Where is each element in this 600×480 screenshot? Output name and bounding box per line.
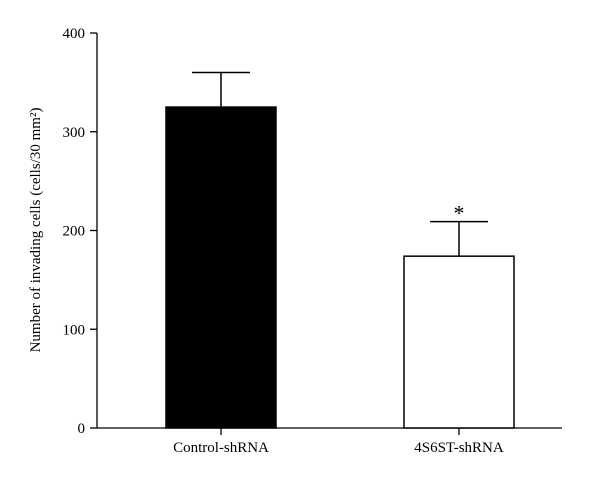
x-tick-label: Control-shRNA	[173, 440, 269, 456]
y-tick-label: 300	[63, 125, 86, 141]
y-tick-label: 200	[63, 224, 86, 240]
y-axis-label: Number of invading cells (cells/30 mm²)	[28, 108, 44, 353]
bar-control-shrna	[165, 106, 277, 429]
significance-asterisk: *	[454, 201, 465, 226]
bar-4s6st-shrna	[403, 255, 515, 429]
x-axis: Control-shRNA 4S6ST-shRNA	[97, 427, 562, 456]
y-axis: 0 100 200 300 400	[63, 26, 98, 437]
bars	[165, 106, 515, 429]
y-tick-label: 400	[63, 26, 86, 42]
y-tick-label: 100	[63, 322, 86, 338]
error-bars	[192, 71, 488, 257]
x-tick-label: 4S6ST-shRNA	[414, 440, 504, 456]
annotations: *	[454, 201, 465, 226]
y-tick-label: 0	[78, 421, 86, 437]
